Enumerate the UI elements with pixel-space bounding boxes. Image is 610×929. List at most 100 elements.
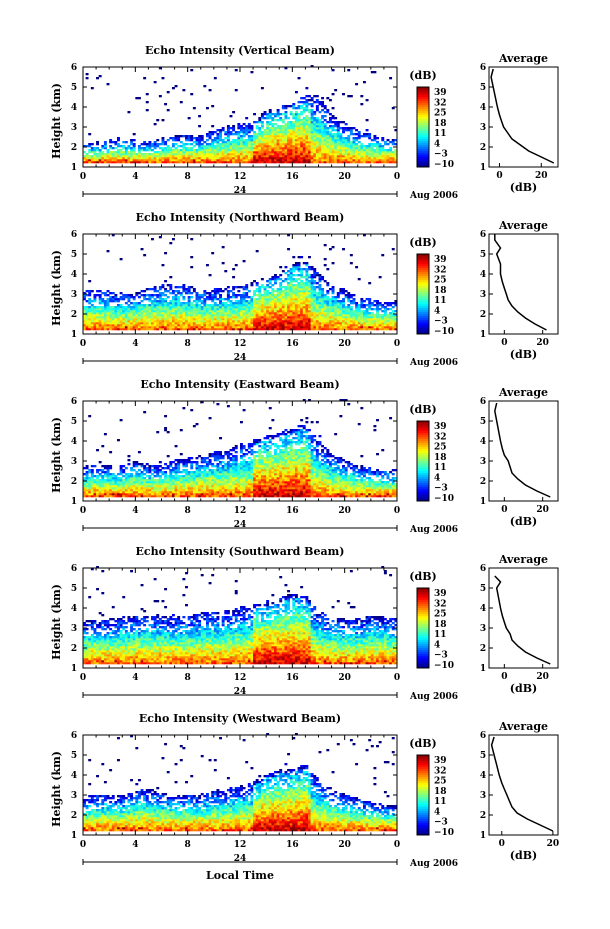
heatmap-cell [334,133,338,136]
heatmap-cell [305,131,309,134]
heatmap-cell [334,318,338,321]
heatmap-cell [195,153,199,156]
heatmap-cell [96,495,99,498]
heatmap-cell [83,483,86,486]
heatmap-cell [279,125,283,128]
heatmap-cell [250,298,254,301]
heatmap-cell [271,127,275,130]
heatmap-cell [192,288,196,291]
heatmap-cell [349,328,353,331]
heatmap-cell [289,139,293,142]
heatmap-cell [240,131,243,134]
heatmap-cell [145,493,149,496]
heatmap-cell [313,268,317,271]
heatmap-cell [305,157,309,160]
heatmap-cell [174,294,178,297]
heatmap-cell [310,145,314,148]
heatmap-cell [315,135,319,138]
heatmap-cell [315,109,319,112]
heatmap-cell [226,125,230,128]
heatmap-cell [313,95,317,98]
heatmap-cell [213,290,217,293]
heatmap-cell [101,326,105,329]
heatmap-cell [292,288,296,291]
heatmap-cell [226,135,230,138]
heatmap-cell [185,310,188,313]
heatmap-cell [336,161,340,164]
heatmap-cell [328,149,332,152]
average-xlabel: (dB) [510,181,537,194]
heatmap-cell [145,147,149,150]
avg-y-tick-label: 4 [480,103,486,113]
heatmap-cell [192,159,196,162]
heatmap-cell [334,324,338,327]
heatmap-cell [305,310,309,313]
heatmap-cell [203,157,207,160]
heatmap-cell [279,113,283,116]
heatmap-cell [310,127,314,130]
heatmap-cell [347,135,351,138]
heatmap-cell [253,294,256,297]
heatmap-cell [310,139,314,142]
heatmap-cell [195,292,199,295]
heatmap-cell [381,316,385,319]
heatmap-cell [224,161,228,164]
heatmap-cell [321,318,325,321]
heatmap-cell [360,145,364,148]
heatmap-cell [313,294,317,297]
heatmap-cell [137,306,141,309]
heatmap-cell [263,149,267,152]
heatmap-cell [305,127,309,130]
heatmap-cell [276,133,280,136]
heatmap-cell [389,141,393,144]
heatmap-cell [101,306,105,309]
heatmap-cell [294,123,298,126]
heatmap-cell [237,139,241,142]
heatmap-cell [140,495,144,498]
heatmap-cell [98,159,102,162]
heatmap-cell [315,300,319,303]
heatmap-cell [276,306,280,309]
heatmap-cell [103,318,107,321]
heatmap-cell [318,326,322,329]
heatmap-cell [166,479,170,482]
heatmap-cell [130,312,134,315]
heatmap-cell [169,318,173,321]
heatmap-cell [292,284,296,287]
heatmap-cell [85,487,89,490]
heatmap-cell [276,320,280,323]
heatmap-cell [226,161,230,164]
heatmap-cell [391,318,395,321]
heatmap-cell [98,316,102,319]
heatmap-cell [300,282,304,285]
heatmap-cell [365,119,369,122]
heatmap-cell [255,322,259,325]
colorbar-swatch [417,274,429,277]
heatmap-cell [315,133,319,136]
heatmap-cell [310,123,314,126]
heatmap-cell [294,274,298,277]
heatmap-cell [96,449,99,452]
heatmap-cell [287,147,291,150]
heatmap-cell [216,310,220,313]
heatmap-cell [347,318,351,321]
heatmap-cell [132,489,136,492]
heatmap-cell [250,306,254,309]
heatmap-cell [187,300,191,303]
heatmap-cell [179,326,183,329]
heatmap-cell [90,491,94,494]
heatmap-cell [179,161,183,164]
heatmap-cell [177,149,181,152]
heatmap-cell [255,141,259,144]
heatmap-cell [381,147,385,150]
heatmap-cell [169,306,173,309]
heatmap-cell [185,139,188,142]
colorbar-swatch [417,157,429,160]
heatmap-cell [357,304,361,307]
heatmap-cell [368,324,372,327]
heatmap-cell [213,292,217,295]
heatmap-cell [360,95,364,98]
heatmap-cell [281,121,285,124]
heatmap-cell [208,147,212,150]
heatmap-cell [127,147,131,150]
